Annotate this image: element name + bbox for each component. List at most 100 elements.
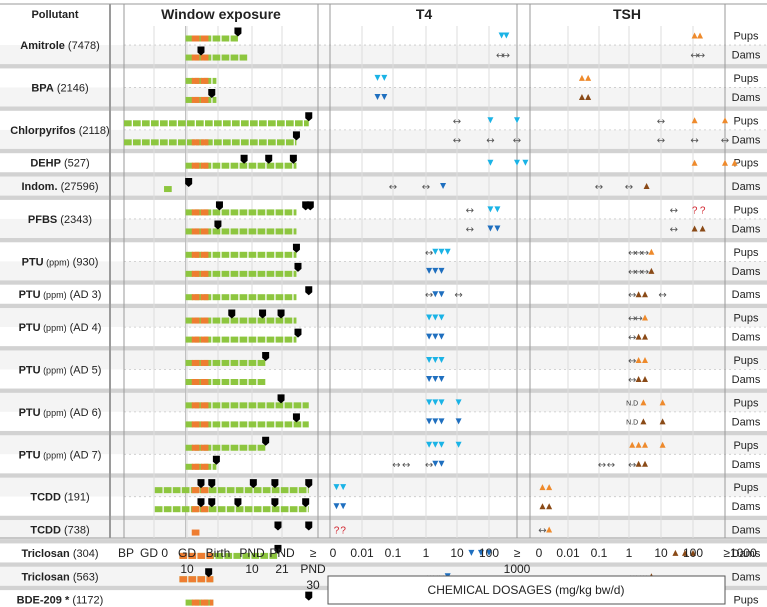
pollutant-number: (7478) [65, 40, 100, 52]
tsh-increase-marker [642, 314, 648, 321]
subject-label: Dams [732, 459, 761, 471]
t4-decrease-marker [426, 333, 433, 340]
pollutant-number: (2146) [54, 82, 89, 94]
tsh-no-change-marker: ↔ [628, 314, 636, 325]
tsh-increase-marker [691, 32, 698, 39]
exposure-end-marker [294, 262, 302, 272]
t4-decrease-marker [487, 206, 494, 213]
exposure-end-marker [305, 479, 313, 489]
gestation-exposure-bar [191, 529, 200, 536]
tsh-axis-tick: 0.01 [556, 546, 580, 560]
gestation-exposure-bar [191, 228, 209, 235]
tsh-no-change-marker: ↔ [670, 205, 678, 216]
window-axis-tick: PND [300, 562, 326, 576]
exposure-end-marker [259, 309, 267, 319]
gestation-exposure-bar [191, 77, 209, 84]
pollutant-name: PTU [19, 407, 41, 419]
window-axis-tick: 30 [306, 578, 320, 592]
tsh-axis-tick: 10 [654, 546, 668, 560]
t4-axis-tick: 1 [423, 546, 430, 560]
t4-decrease-marker [340, 484, 347, 491]
t4-decrease-marker [426, 314, 433, 321]
tsh-increase-marker [640, 399, 647, 406]
pollutant-name: Indom. [21, 181, 57, 193]
gestation-exposure-bar [191, 54, 209, 61]
exposure-end-marker [305, 286, 313, 296]
exposure-end-marker [294, 328, 302, 338]
subject-label: Pups [733, 482, 759, 494]
tsh-increase-marker [539, 503, 546, 510]
pollutant-name: PTU [22, 256, 44, 268]
exposure-period-bar [124, 139, 297, 146]
exposure-end-marker [292, 413, 300, 423]
exposure-end-marker [274, 544, 282, 554]
t4-decrease-marker [478, 549, 484, 556]
tsh-not-determined-marker: N.D [626, 419, 638, 426]
tsh-increase-marker [642, 376, 648, 382]
exposure-end-marker [208, 498, 216, 508]
tsh-increase-marker [629, 441, 636, 448]
subject-label: Pups [733, 204, 759, 216]
tsh-increase-marker [642, 460, 648, 467]
t4-decrease-marker [432, 314, 439, 321]
exposure-end-marker [185, 178, 193, 188]
pollutant-number: (738) [61, 525, 90, 537]
tsh-increase-marker [635, 333, 642, 340]
pollutant-label: Indom. (27596) [21, 181, 98, 193]
gestation-exposure-bar [191, 96, 209, 103]
row-band [0, 176, 767, 196]
subject-label: Dams [732, 92, 761, 104]
pollutant-name: PFBS [28, 214, 57, 226]
subject-label: Pups [733, 31, 759, 43]
t4-axis-tick: ≥ [514, 546, 521, 560]
t4-no-change-marker: ↔ [389, 182, 397, 193]
tsh-no-change-marker: ↔ [625, 182, 633, 193]
tsh-increase-marker [722, 159, 728, 166]
t4-header: T4 [416, 6, 433, 22]
row-band [0, 45, 767, 65]
t4-uncertain-marker: ? [340, 526, 346, 537]
t4-axis-tick: 100 [479, 546, 499, 560]
subject-label: Dams [732, 416, 761, 428]
t4-decrease-marker [438, 314, 445, 321]
t4-decrease-marker [432, 356, 439, 363]
t4-decrease-marker [444, 248, 451, 255]
pollutant-number: (930) [70, 256, 99, 268]
t4-no-change-marker: ↔ [392, 460, 400, 471]
exposure-end-marker [271, 498, 279, 508]
tsh-no-change-marker: ↔ [628, 356, 636, 367]
exposure-period-bar [164, 186, 172, 193]
pollutant-number: (AD 3) [67, 289, 102, 301]
window-axis-tick: 10 [180, 562, 194, 576]
row-band [0, 477, 767, 497]
window-axis-tick: 10 [245, 562, 259, 576]
exposure-period-bar [154, 506, 309, 513]
t4-axis-tick: 0.01 [350, 546, 374, 560]
group-separator [0, 388, 767, 393]
window-axis-tick: PND [239, 546, 265, 560]
tsh-increase-marker [731, 159, 738, 166]
t4-decrease-marker [438, 399, 445, 406]
pollutant-label: Amitrole (7478) [20, 40, 99, 52]
pollutant-name: PTU [19, 322, 41, 334]
window-axis-tick: PND [269, 546, 295, 560]
tsh-no-change-marker: ↔ [628, 375, 636, 386]
window-axis-tick: ≥ [310, 546, 317, 560]
tsh-no-change-marker: ↔ [658, 290, 666, 301]
exposure-end-marker [302, 498, 310, 508]
tsh-axis-tick: 0.1 [591, 546, 608, 560]
t4-axis-tick: 1000 [504, 562, 531, 576]
row-band [0, 369, 767, 389]
gestation-exposure-bar [191, 444, 209, 451]
exposure-end-marker [228, 309, 236, 319]
row-band [0, 218, 767, 238]
gestation-exposure-bar [191, 209, 209, 216]
pollutant-name: PTU [19, 365, 41, 377]
exposure-end-marker [277, 309, 285, 319]
t4-no-change-marker: ↔ [402, 460, 410, 471]
t4-no-change-marker: ↔ [513, 135, 521, 146]
row-band [0, 110, 767, 130]
tsh-no-change-marker: ↔ [628, 333, 636, 344]
exposure-end-marker [197, 46, 205, 56]
window-axis-tick: Birth [206, 546, 231, 560]
